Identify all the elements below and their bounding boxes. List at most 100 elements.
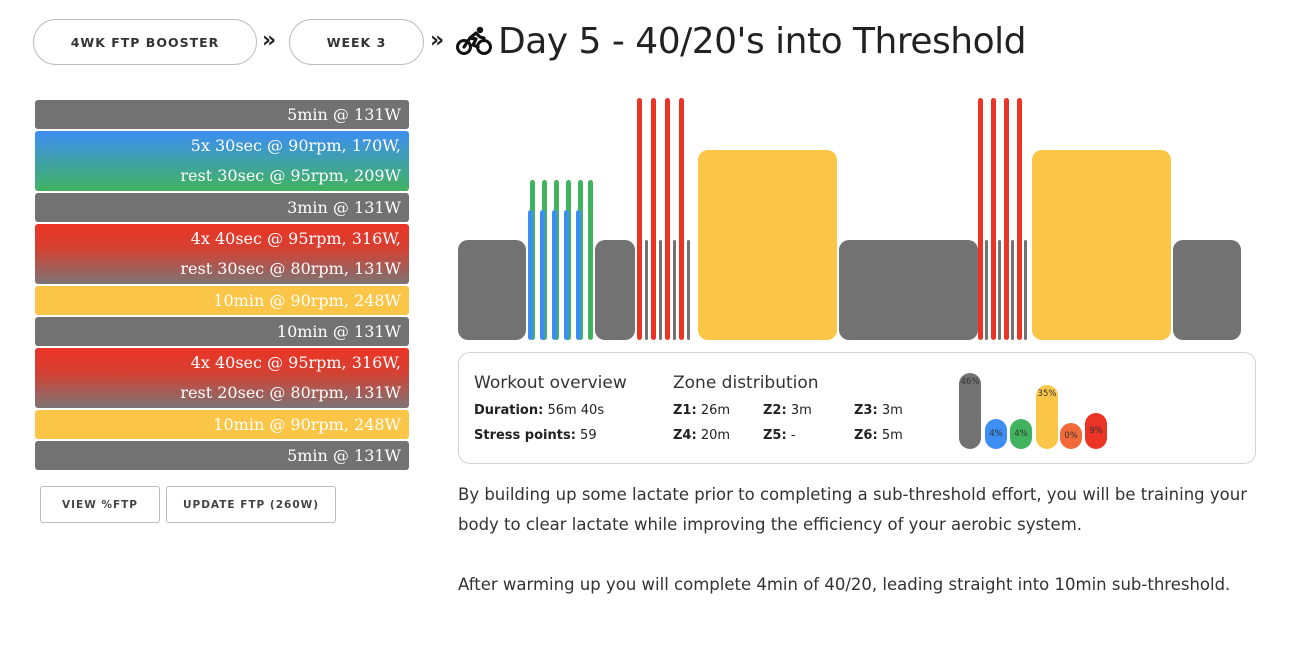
workout-step-list: 5min @ 131W 5x 30sec @ 90rpm, 170W, rest… bbox=[35, 100, 409, 472]
graph-block-threshold bbox=[698, 150, 837, 340]
page-title: Day 5 - 40/20's into Threshold bbox=[498, 20, 1026, 62]
graph-block-recovery bbox=[839, 240, 978, 340]
graph-bar bbox=[540, 210, 545, 340]
step-text: 10min @ 90rpm, 248W bbox=[213, 290, 401, 310]
graph-bar bbox=[651, 98, 656, 340]
zone-distribution-chart: 46% 4% 4% 35% 0% 9% bbox=[959, 365, 1119, 451]
zone-label: Z6: bbox=[854, 428, 878, 443]
graph-bar bbox=[991, 98, 996, 340]
zone-stat: Z1: 26m bbox=[673, 403, 730, 418]
zone-pill: 9% bbox=[1085, 413, 1107, 449]
workout-description: After warming up you will complete 4min … bbox=[458, 575, 1231, 594]
zone-value: 3m bbox=[881, 403, 903, 418]
step-threshold[interactable]: 10min @ 90rpm, 248W bbox=[35, 286, 409, 315]
stress-stat: Stress points: 59 bbox=[474, 428, 597, 443]
step-text: rest 30sec @ 95rpm, 209W bbox=[180, 166, 401, 185]
breadcrumb-separator: » bbox=[430, 28, 445, 53]
update-ftp-button[interactable]: UPDATE FTP (260W) bbox=[166, 486, 336, 523]
zone-distribution-heading: Zone distribution bbox=[673, 373, 819, 393]
graph-bar bbox=[978, 98, 983, 340]
zone-value: 26m bbox=[700, 403, 731, 418]
step-text: 10min @ 90rpm, 248W bbox=[213, 414, 401, 434]
zone-pill-label: 46% bbox=[960, 377, 980, 387]
zone-value: 5m bbox=[881, 428, 903, 443]
stress-label: Stress points: bbox=[474, 428, 576, 443]
zone-stat: Z5: - bbox=[763, 428, 796, 443]
graph-bar bbox=[552, 210, 557, 340]
zone-label: Z2: bbox=[763, 403, 787, 418]
overview-heading: Workout overview bbox=[474, 373, 627, 393]
zone-stat: Z3: 3m bbox=[854, 403, 903, 418]
breadcrumb-week-button[interactable]: WEEK 3 bbox=[289, 19, 424, 65]
zone-pill: 46% bbox=[959, 373, 981, 449]
step-text: 5min @ 131W bbox=[287, 104, 401, 124]
cyclist-icon bbox=[456, 26, 492, 55]
zone-pill: 0% bbox=[1060, 423, 1082, 449]
step-warmup[interactable]: 5min @ 131W bbox=[35, 100, 409, 129]
duration-value: 56m 40s bbox=[547, 403, 605, 418]
graph-block-warmup bbox=[458, 240, 526, 340]
graph-block-recovery bbox=[595, 240, 635, 340]
zone-pill-label: 35% bbox=[1037, 389, 1057, 399]
graph-bar bbox=[673, 240, 676, 340]
graph-bar bbox=[1017, 98, 1022, 340]
step-intervals[interactable]: 4x 40sec @ 95rpm, 316W, rest 30sec @ 80r… bbox=[35, 224, 409, 284]
zone-stat: Z6: 5m bbox=[854, 428, 903, 443]
workout-profile-graph bbox=[456, 92, 1246, 342]
graph-bar bbox=[588, 180, 593, 340]
workout-description: By building up some lactate prior to com… bbox=[458, 485, 1248, 534]
zone-pill-label: 4% bbox=[989, 429, 1003, 439]
zone-pill-label: 0% bbox=[1064, 431, 1078, 441]
zone-stat: Z4: 20m bbox=[673, 428, 730, 443]
page-header: Day 5 - 40/20's into Threshold bbox=[456, 16, 1026, 66]
zone-pill: 4% bbox=[1010, 419, 1032, 449]
step-text: 10min @ 131W bbox=[276, 321, 401, 341]
zone-value: - bbox=[790, 428, 796, 443]
stress-value: 59 bbox=[580, 428, 597, 443]
step-intervals[interactable]: 4x 40sec @ 95rpm, 316W, rest 20sec @ 80r… bbox=[35, 348, 409, 408]
step-text: 5x 30sec @ 90rpm, 170W, bbox=[190, 136, 401, 155]
step-intervals[interactable]: 5x 30sec @ 90rpm, 170W, rest 30sec @ 95r… bbox=[35, 131, 409, 191]
graph-bar bbox=[679, 98, 684, 340]
graph-block-threshold bbox=[1032, 150, 1171, 340]
graph-bar bbox=[1024, 240, 1027, 340]
breadcrumb-program-button[interactable]: 4WK FTP BOOSTER bbox=[33, 19, 257, 65]
graph-bar bbox=[687, 240, 690, 340]
zone-pill-label: 9% bbox=[1089, 426, 1103, 436]
zone-pill: 4% bbox=[985, 419, 1007, 449]
step-recovery[interactable]: 10min @ 131W bbox=[35, 317, 409, 346]
zone-pill-label: 4% bbox=[1014, 429, 1028, 439]
step-cooldown[interactable]: 5min @ 131W bbox=[35, 441, 409, 470]
graph-bar bbox=[665, 98, 670, 340]
zone-value: 3m bbox=[790, 403, 812, 418]
graph-block-cooldown bbox=[1173, 240, 1241, 340]
graph-bar bbox=[637, 98, 642, 340]
graph-bar bbox=[564, 210, 569, 340]
zone-label: Z1: bbox=[673, 403, 697, 418]
graph-bar bbox=[576, 210, 581, 340]
zone-stat: Z2: 3m bbox=[763, 403, 812, 418]
graph-bar bbox=[528, 210, 533, 340]
zone-value: 20m bbox=[700, 428, 731, 443]
duration-stat: Duration: 56m 40s bbox=[474, 403, 604, 418]
duration-label: Duration: bbox=[474, 403, 544, 418]
step-text: rest 30sec @ 80rpm, 131W bbox=[180, 259, 401, 278]
step-recovery[interactable]: 3min @ 131W bbox=[35, 193, 409, 222]
view-ftp-button[interactable]: VIEW %FTP bbox=[40, 486, 160, 523]
step-text: 3min @ 131W bbox=[287, 197, 401, 217]
graph-bar bbox=[645, 240, 648, 340]
graph-bar bbox=[985, 240, 988, 340]
graph-bar bbox=[1011, 240, 1014, 340]
step-text: 4x 40sec @ 95rpm, 316W, bbox=[190, 353, 401, 372]
graph-bar bbox=[1004, 98, 1009, 340]
step-text: 5min @ 131W bbox=[287, 445, 401, 465]
step-text: 4x 40sec @ 95rpm, 316W, bbox=[190, 229, 401, 248]
step-threshold[interactable]: 10min @ 90rpm, 248W bbox=[35, 410, 409, 439]
step-text: rest 20sec @ 80rpm, 131W bbox=[180, 383, 401, 402]
workout-overview-card: Workout overview Duration: 56m 40s Stres… bbox=[458, 352, 1256, 464]
breadcrumb-separator: » bbox=[262, 28, 277, 53]
graph-bar bbox=[659, 240, 662, 340]
graph-bar bbox=[998, 240, 1001, 340]
zone-pill: 35% bbox=[1036, 385, 1058, 449]
zone-label: Z4: bbox=[673, 428, 697, 443]
